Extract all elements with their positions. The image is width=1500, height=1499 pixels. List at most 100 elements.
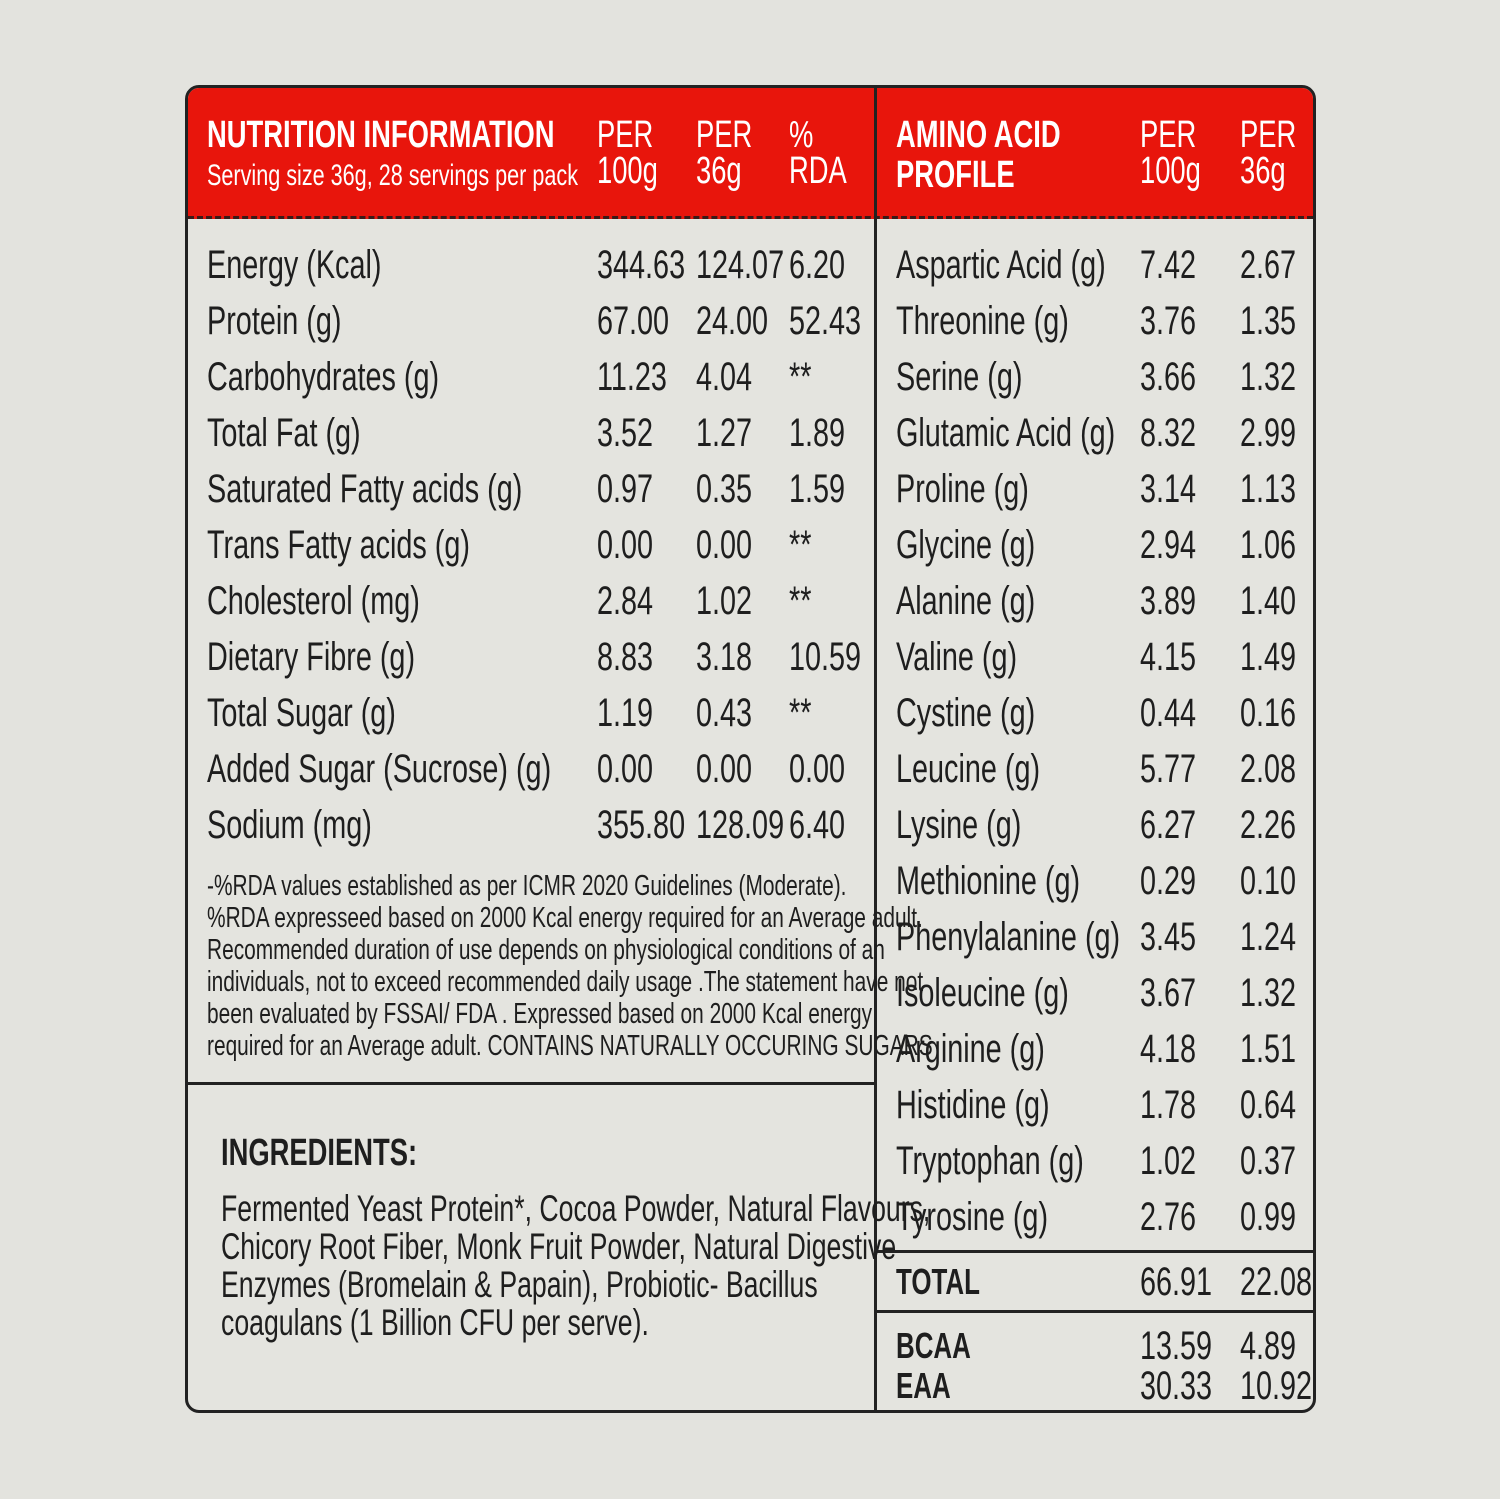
amino-value: 6.27 — [1140, 803, 1197, 847]
nutrition-value: 8.83 — [597, 635, 654, 679]
ingredients-line: Fermented Yeast Protein*, Cocoa Powder, … — [221, 1188, 931, 1229]
amino-value: 1.32 — [1240, 355, 1297, 399]
nutrition-value: 6.20 — [789, 243, 846, 287]
amino-value: 1.51 — [1240, 1027, 1297, 1071]
amino-label: Tryptophan (g) — [896, 1139, 1084, 1183]
eaa-label: EAA — [896, 1365, 951, 1406]
column-header: 100g — [1140, 150, 1201, 192]
amino-value: 3.66 — [1140, 355, 1197, 399]
amino-value: 8.32 — [1140, 411, 1197, 455]
amino-value: 4.15 — [1140, 635, 1197, 679]
column-header: 100g — [597, 150, 658, 192]
amino-value: 0.44 — [1140, 691, 1197, 735]
nutrition-value: ** — [789, 523, 812, 567]
amino-label: Serine (g) — [896, 355, 1023, 399]
eaa-value: 30.33 — [1140, 1364, 1213, 1408]
amino-value: 0.10 — [1240, 859, 1297, 903]
eaa-value: 10.92 — [1240, 1364, 1313, 1408]
nutrition-value: 344.63 — [597, 243, 686, 287]
amino-label: Threonine (g) — [896, 299, 1069, 343]
bcaa-value: 13.59 — [1140, 1324, 1213, 1368]
nutrient-label: Cholesterol (mg) — [207, 579, 420, 623]
nutrition-value: ** — [789, 579, 812, 623]
serving-size: Serving size 36g, 28 servings per pack — [207, 159, 579, 192]
nutrition-value: 0.00 — [597, 523, 654, 567]
amino-label: Valine (g) — [896, 635, 1018, 679]
amino-value: 1.78 — [1140, 1083, 1197, 1127]
amino-value: 1.40 — [1240, 579, 1297, 623]
ingredients-line: coagulans (1 Billion CFU per serve). — [221, 1302, 649, 1343]
amino-value: 1.06 — [1240, 523, 1297, 567]
nutrition-value: 67.00 — [597, 299, 670, 343]
nutrient-label: Protein (g) — [207, 299, 342, 343]
nutrition-value: ** — [789, 355, 812, 399]
amino-value: 3.76 — [1140, 299, 1197, 343]
amino-value: 0.37 — [1240, 1139, 1297, 1183]
nutrition-value: 2.84 — [597, 579, 654, 623]
nutrition-value: 6.40 — [789, 803, 846, 847]
ingredients-line: Enzymes (Bromelain & Papain), Probiotic-… — [221, 1264, 818, 1305]
amino-label: Isoleucine (g) — [896, 971, 1069, 1015]
amino-value: 0.99 — [1240, 1195, 1297, 1239]
amino-label: Histidine (g) — [896, 1083, 1050, 1127]
amino-title-line2: PROFILE — [896, 154, 1015, 196]
amino-label: Methionine (g) — [896, 859, 1081, 903]
amino-title-line1: AMINO ACID — [896, 114, 1061, 156]
amino-value: 1.13 — [1240, 467, 1297, 511]
amino-label: Arginine (g) — [896, 1027, 1045, 1071]
footnote-line: been evaluated by FSSAI/ FDA . Expressed… — [207, 998, 873, 1030]
amino-label: Proline (g) — [896, 467, 1029, 511]
nutrition-value: ** — [789, 691, 812, 735]
column-header: PER — [696, 114, 753, 156]
amino-value: 2.67 — [1240, 243, 1297, 287]
amino-value: 3.45 — [1140, 915, 1197, 959]
amino-label: Tyrosine (g) — [896, 1195, 1049, 1239]
amino-value: 3.89 — [1140, 579, 1197, 623]
amino-value: 1.24 — [1240, 915, 1297, 959]
amino-value: 4.18 — [1140, 1027, 1197, 1071]
total-value: 22.08 — [1240, 1260, 1313, 1304]
nutrient-label: Dietary Fibre (g) — [207, 635, 416, 679]
amino-label: Cystine (g) — [896, 691, 1036, 735]
nutrition-value: 3.18 — [696, 635, 753, 679]
footnote-line: %RDA expresseed based on 2000 Kcal energ… — [207, 902, 923, 934]
column-header: PER — [1240, 114, 1297, 156]
header-band — [188, 88, 1313, 219]
total-label: TOTAL — [896, 1261, 980, 1302]
nutrition-value: 1.02 — [696, 579, 753, 623]
column-divider — [874, 88, 877, 1410]
nutrition-value: 128.09 — [696, 803, 785, 847]
nutrition-value: 3.52 — [597, 411, 654, 455]
column-header: RDA — [789, 150, 847, 192]
nutrition-value: 1.27 — [696, 411, 753, 455]
total-divider-bottom — [874, 1310, 1313, 1313]
amino-label: Glycine (g) — [896, 523, 1036, 567]
nutrient-label: Total Fat (g) — [207, 411, 361, 455]
amino-value: 2.94 — [1140, 523, 1197, 567]
amino-value: 5.77 — [1140, 747, 1197, 791]
nutrition-value: 124.07 — [696, 243, 785, 287]
amino-label: Leucine (g) — [896, 747, 1041, 791]
amino-value: 1.35 — [1240, 299, 1297, 343]
column-header: 36g — [696, 150, 742, 192]
amino-value: 0.29 — [1140, 859, 1197, 903]
column-header: 36g — [1240, 150, 1286, 192]
nutrition-value: 355.80 — [597, 803, 686, 847]
nutrition-value: 1.59 — [789, 467, 846, 511]
ingredients-title: INGREDIENTS: — [221, 1132, 418, 1174]
nutrient-label: Sodium (mg) — [207, 803, 372, 847]
amino-label: Phenylalanine (g) — [896, 915, 1121, 959]
nutrition-value: 4.04 — [696, 355, 753, 399]
column-header: PER — [597, 114, 654, 156]
bcaa-label: BCAA — [896, 1325, 971, 1366]
amino-value: 3.14 — [1140, 467, 1197, 511]
nutrition-value: 0.35 — [696, 467, 753, 511]
nutrition-value: 24.00 — [696, 299, 769, 343]
total-value: 66.91 — [1140, 1260, 1213, 1304]
nutrition-value: 52.43 — [789, 299, 862, 343]
amino-value: 1.32 — [1240, 971, 1297, 1015]
amino-value: 1.49 — [1240, 635, 1297, 679]
nutrition-value: 0.97 — [597, 467, 654, 511]
nutrition-value: 1.19 — [597, 691, 654, 735]
footnote-line: required for an Average adult. CONTAINS … — [207, 1030, 933, 1062]
